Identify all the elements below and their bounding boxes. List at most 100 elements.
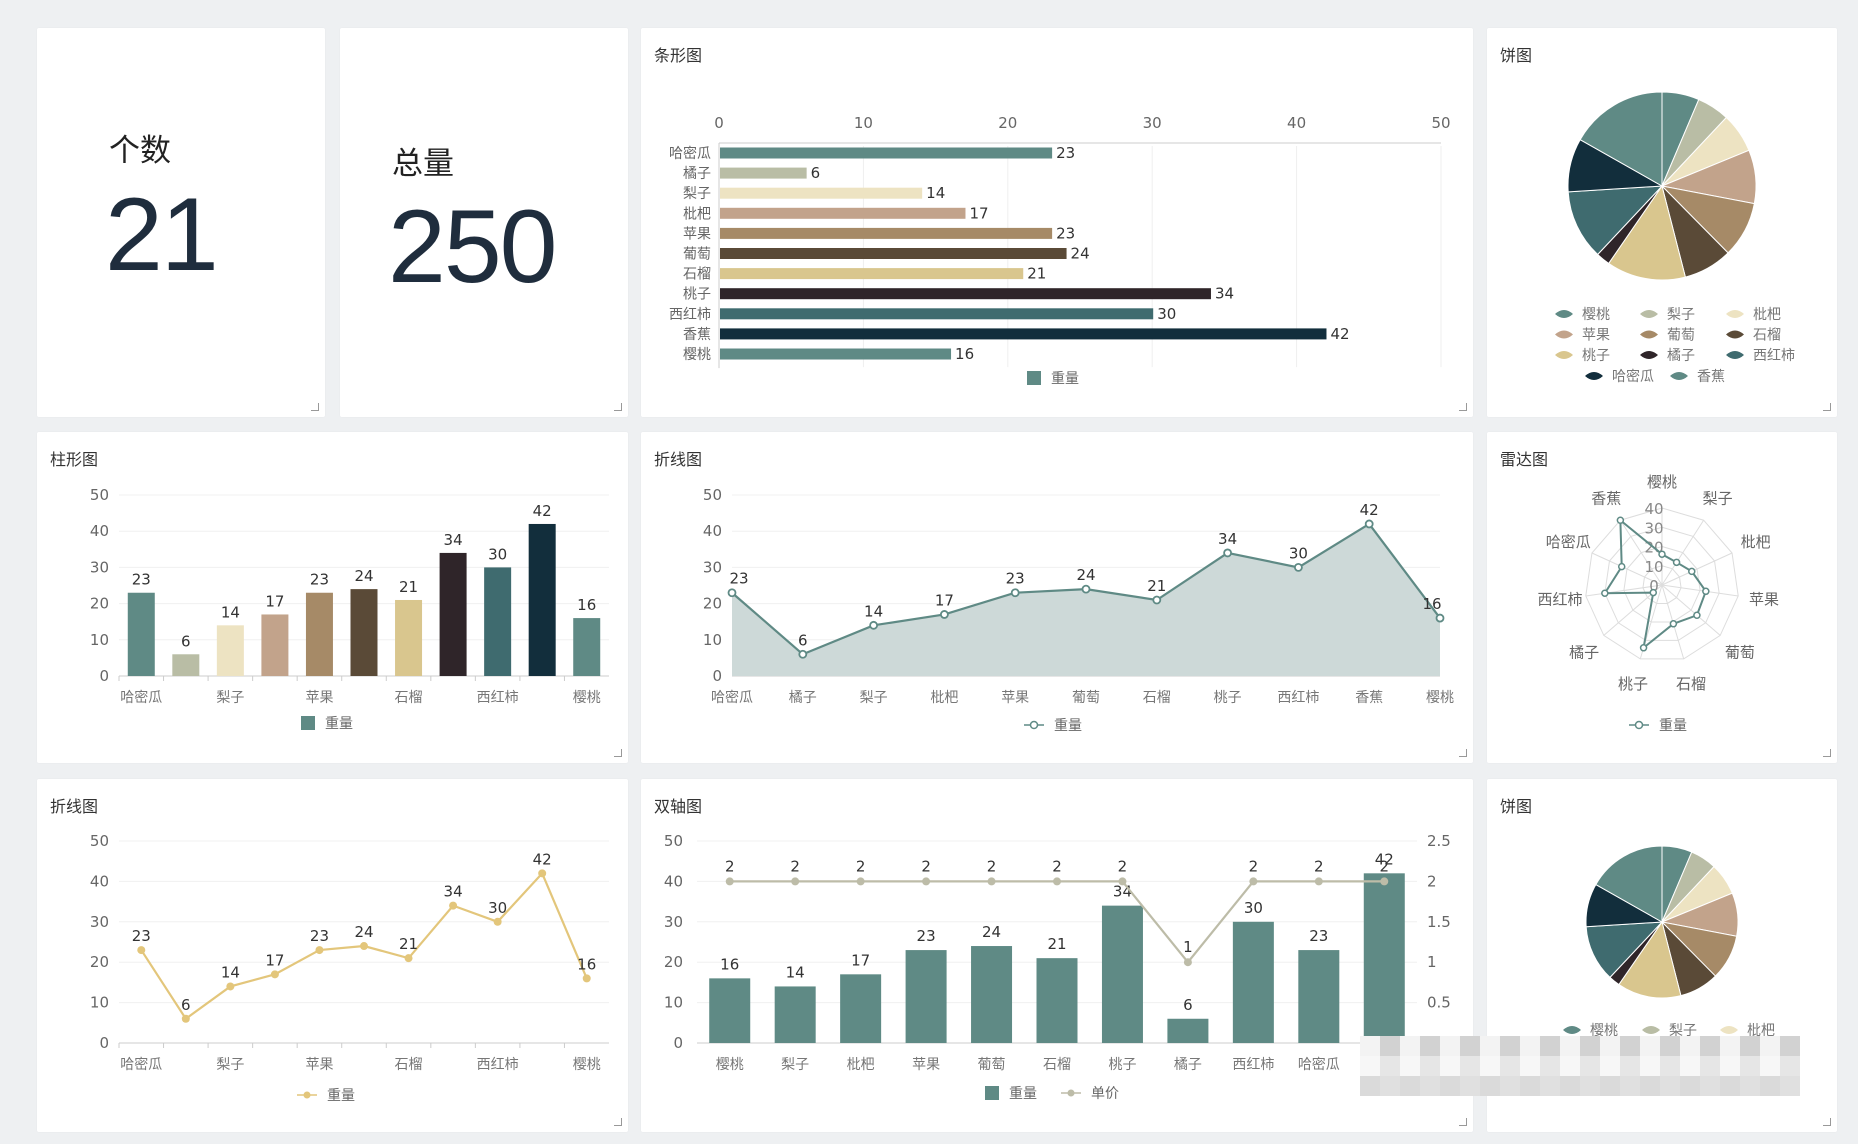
x-tick-label: 葡萄 [978,1057,1006,1073]
resize-handle[interactable] [1459,1118,1467,1126]
mosaic-tile [1500,1036,1520,1056]
mosaic-tile [1400,1056,1420,1076]
data-point [1658,550,1666,558]
bar [720,207,966,219]
mosaic-tile [1520,1056,1540,1076]
legend-label: 单价 [1091,1086,1119,1102]
kpi-value: 250 [388,189,558,305]
bar [1101,905,1143,1043]
legend-swatch [1027,371,1041,385]
data-point [856,877,865,886]
x-tick-label: 樱桃 [573,689,601,706]
x-tick-label: 梨子 [216,690,244,706]
resize-handle[interactable] [1459,749,1467,757]
y2-tick-label: 2 [1427,872,1437,890]
y-tick-label: 橘子 [683,166,711,182]
data-point [1081,584,1091,594]
x-tick-label: 梨子 [860,690,888,706]
data-label: 30 [1244,899,1263,917]
data-label: 23 [1056,224,1075,242]
mosaic-tile [1580,1056,1600,1076]
y-tick-label: 40 [90,872,109,890]
data-point [1649,588,1658,597]
resize-handle[interactable] [614,1118,622,1126]
chart-card-dual: 双轴图 0102030405000.511.522.516樱桃14梨子17枇杷2… [641,779,1473,1132]
line-chart: 0 10 20 30 40 50 23 哈密瓜 6 14 梨子 17 23 苹果 24 21 石榴 34 30 西红柿… [90,832,609,1104]
chart-card-radar: 雷达图 樱桃 梨子 枇杷 苹果 葡萄 石榴 桃子 橘子 西红柿 哈密瓜 香蕉 0 10 20 30 40 重量 [1487,432,1837,763]
x-tick-label: 桃子 [1214,690,1242,706]
data-label: 6 [811,164,821,182]
pie-slice [1579,91,1663,187]
legend-label: 西红柿 [1753,347,1795,364]
mosaic-tile [1500,1056,1520,1076]
mosaic-tile [1700,1036,1720,1056]
resize-handle[interactable] [1459,403,1467,411]
legend-swatch [1726,351,1744,359]
resize-handle[interactable] [1823,749,1831,757]
radar-tick-label: 40 [1644,500,1663,518]
mosaic-overlay [1360,1036,1810,1096]
resize-handle[interactable] [1823,1118,1831,1126]
data-label: 2 [1314,857,1324,875]
data-label: 24 [1071,245,1090,263]
legend-label: 重量 [1054,718,1082,734]
x-tick-label: 苹果 [305,1057,333,1073]
vbar-chart: 0 10 20 30 40 50 23 哈密瓜 6 14 梨子 17 23 苹果 24 21 石榴 34 30 西红柿… [90,486,609,732]
y2-tick-label: 0.5 [1427,994,1451,1012]
legend-label: 哈密瓜 [1612,368,1654,385]
x-tick-label: 苹果 [912,1057,940,1073]
mosaic-tile [1620,1076,1640,1096]
bar [573,618,601,676]
mosaic-tile [1660,1076,1680,1096]
x-tick-label: 石榴 [395,690,423,706]
radar-axis [1591,552,1663,586]
data-label: 14 [221,963,240,981]
mosaic-tile [1460,1056,1480,1076]
data-point [1669,620,1678,628]
bar [1232,921,1274,1043]
resize-handle[interactable] [614,749,622,757]
legend-swatch [1670,372,1688,380]
mosaic-tile [1380,1076,1400,1096]
x-tick-label: 西红柿 [1277,689,1319,706]
data-label: 42 [1375,850,1394,868]
data-label: 30 [488,899,507,917]
y-tick-label: 香蕉 [683,327,711,343]
data-label: 30 [488,545,507,563]
data-label: 21 [1047,935,1066,953]
x-tick-label: 橘子 [1174,1057,1202,1073]
x-tick-label: 哈密瓜 [711,689,753,706]
dual-axis-chart: 0102030405000.511.522.516樱桃14梨子17枇杷23苹果2… [664,832,1451,1102]
data-point [725,877,734,886]
resize-handle[interactable] [311,403,319,411]
data-point [987,877,996,886]
mosaic-tile [1600,1076,1620,1096]
mosaic-tile [1360,1076,1380,1096]
data-point [137,946,146,955]
y-tick-label: 40 [90,522,109,540]
data-point [1688,567,1696,576]
data-point [1118,877,1127,886]
radar-axis-label: 西红柿 [1538,591,1583,609]
data-label: 42 [1330,325,1349,343]
data-label: 34 [1218,530,1237,548]
radar-axis [1661,519,1705,586]
radar-axis-label: 橘子 [1569,643,1599,661]
mosaic-tile [1580,1076,1600,1096]
pie-slice [1607,184,1686,281]
mosaic-tile [1580,1036,1600,1056]
legend-label: 梨子 [1667,307,1695,323]
bar [905,950,947,1043]
radar-axis [1661,584,1739,597]
mosaic-tile [1760,1076,1780,1096]
data-label: 34 [444,531,463,549]
y-tick-label: 40 [664,872,683,890]
y2-tick-label: 2.5 [1427,832,1451,850]
y-tick-label: 0 [99,1034,109,1052]
resize-handle[interactable] [1823,403,1831,411]
data-label: 6 [181,996,191,1014]
chart-title: 饼图 [1500,46,1533,65]
resize-handle[interactable] [614,403,622,411]
y-tick-label: 梨子 [683,186,711,202]
x-tick-label: 石榴 [1143,690,1171,706]
